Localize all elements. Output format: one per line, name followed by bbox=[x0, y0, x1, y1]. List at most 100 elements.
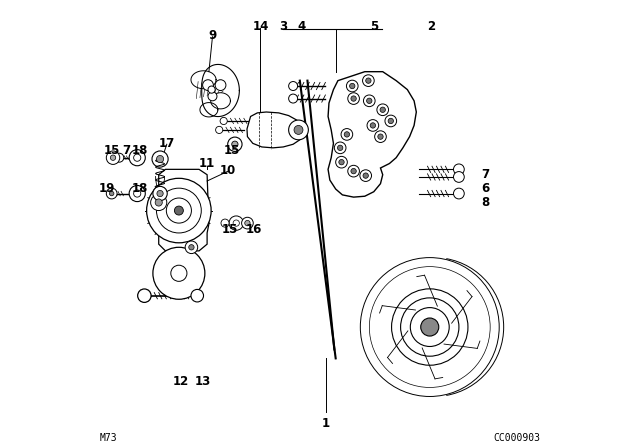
Circle shape bbox=[129, 150, 145, 166]
Circle shape bbox=[380, 107, 385, 112]
Circle shape bbox=[349, 83, 355, 89]
Text: 8: 8 bbox=[482, 196, 490, 209]
Circle shape bbox=[289, 94, 298, 103]
Circle shape bbox=[351, 168, 356, 174]
Circle shape bbox=[242, 217, 253, 229]
Circle shape bbox=[369, 267, 490, 388]
Circle shape bbox=[348, 165, 360, 177]
Circle shape bbox=[229, 216, 243, 230]
Circle shape bbox=[220, 117, 227, 125]
Circle shape bbox=[401, 298, 459, 356]
Circle shape bbox=[156, 188, 201, 233]
Circle shape bbox=[339, 159, 344, 165]
Polygon shape bbox=[247, 112, 303, 148]
Circle shape bbox=[348, 93, 360, 104]
Circle shape bbox=[454, 172, 464, 182]
Circle shape bbox=[365, 78, 371, 83]
Circle shape bbox=[346, 80, 358, 92]
Circle shape bbox=[367, 98, 372, 103]
Circle shape bbox=[115, 153, 124, 162]
Circle shape bbox=[378, 134, 383, 139]
Circle shape bbox=[157, 190, 163, 197]
Circle shape bbox=[362, 75, 374, 86]
Circle shape bbox=[203, 80, 213, 90]
Circle shape bbox=[153, 247, 205, 299]
Circle shape bbox=[189, 245, 194, 250]
Circle shape bbox=[191, 289, 204, 302]
Text: 17: 17 bbox=[159, 137, 175, 150]
Circle shape bbox=[370, 123, 376, 128]
Circle shape bbox=[351, 96, 356, 101]
Circle shape bbox=[171, 265, 187, 281]
Circle shape bbox=[420, 318, 439, 336]
Circle shape bbox=[334, 142, 346, 154]
Circle shape bbox=[109, 191, 114, 196]
Text: 14: 14 bbox=[252, 20, 269, 34]
Text: 11: 11 bbox=[199, 157, 215, 170]
Text: M73: M73 bbox=[100, 433, 117, 443]
Circle shape bbox=[106, 151, 120, 164]
Text: 5: 5 bbox=[370, 20, 378, 34]
Text: 15: 15 bbox=[223, 143, 240, 157]
Circle shape bbox=[289, 120, 308, 140]
Text: 7: 7 bbox=[482, 168, 490, 181]
Circle shape bbox=[110, 155, 116, 160]
Circle shape bbox=[360, 170, 371, 181]
Text: 9: 9 bbox=[209, 29, 216, 43]
Circle shape bbox=[385, 115, 397, 127]
Circle shape bbox=[454, 188, 464, 199]
Circle shape bbox=[336, 156, 348, 168]
Text: 3: 3 bbox=[279, 20, 287, 34]
Circle shape bbox=[410, 308, 449, 346]
Polygon shape bbox=[159, 169, 209, 251]
Circle shape bbox=[289, 82, 298, 90]
Circle shape bbox=[377, 104, 388, 116]
Circle shape bbox=[341, 129, 353, 140]
Circle shape bbox=[233, 220, 239, 226]
Text: 15: 15 bbox=[221, 223, 237, 236]
Text: 10: 10 bbox=[220, 164, 236, 177]
Circle shape bbox=[134, 154, 141, 161]
Text: CC000903: CC000903 bbox=[493, 433, 540, 443]
Circle shape bbox=[374, 131, 387, 142]
Text: 1: 1 bbox=[322, 417, 330, 430]
Circle shape bbox=[152, 151, 168, 167]
Circle shape bbox=[150, 194, 167, 211]
Text: 2: 2 bbox=[427, 20, 435, 34]
Text: 4: 4 bbox=[297, 20, 305, 34]
Text: 16: 16 bbox=[246, 223, 262, 236]
Circle shape bbox=[364, 95, 375, 107]
Text: 6: 6 bbox=[482, 181, 490, 195]
Circle shape bbox=[174, 206, 184, 215]
Polygon shape bbox=[328, 72, 417, 197]
Text: 19: 19 bbox=[99, 181, 115, 195]
Circle shape bbox=[138, 289, 151, 302]
Circle shape bbox=[106, 188, 117, 199]
Circle shape bbox=[221, 219, 229, 227]
Circle shape bbox=[388, 118, 394, 124]
Circle shape bbox=[215, 80, 226, 90]
Circle shape bbox=[134, 190, 141, 197]
Circle shape bbox=[155, 199, 163, 206]
Circle shape bbox=[454, 164, 464, 175]
Text: 18: 18 bbox=[132, 143, 148, 157]
Text: 18: 18 bbox=[132, 181, 148, 195]
Circle shape bbox=[185, 241, 198, 254]
Text: 13: 13 bbox=[195, 375, 211, 388]
Circle shape bbox=[216, 126, 223, 134]
Circle shape bbox=[337, 145, 343, 151]
Circle shape bbox=[208, 86, 215, 93]
Circle shape bbox=[166, 198, 191, 223]
Circle shape bbox=[392, 289, 468, 365]
Circle shape bbox=[157, 155, 164, 163]
Circle shape bbox=[232, 141, 238, 147]
Circle shape bbox=[129, 185, 145, 202]
Circle shape bbox=[344, 132, 349, 137]
Text: 12: 12 bbox=[173, 375, 189, 388]
Circle shape bbox=[228, 137, 242, 151]
Circle shape bbox=[208, 92, 217, 101]
Circle shape bbox=[153, 186, 167, 201]
Circle shape bbox=[294, 125, 303, 134]
Circle shape bbox=[367, 120, 379, 131]
Text: 15: 15 bbox=[104, 143, 120, 157]
